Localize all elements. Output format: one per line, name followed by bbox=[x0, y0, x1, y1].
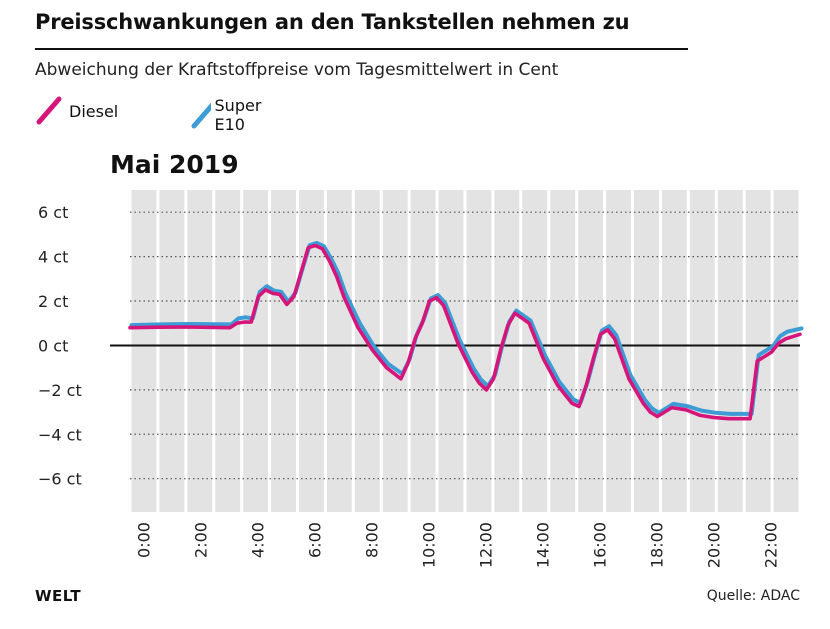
series-line-diesel bbox=[128, 243, 802, 421]
series-lines bbox=[128, 240, 804, 421]
x-axis-labels: 0:00 2:00 4:00 6:00 8:00 10:00 12:00 14:00 16:00… bbox=[134, 522, 780, 568]
hour-band bbox=[661, 190, 687, 512]
hour-bands bbox=[131, 190, 799, 512]
hour-band bbox=[550, 190, 576, 512]
y-tick-label: −2 ct bbox=[38, 381, 82, 400]
hour-band bbox=[159, 190, 185, 512]
y-tick-label: 4 ct bbox=[38, 248, 68, 267]
source-note: Quelle: ADAC bbox=[706, 588, 800, 604]
hour-band bbox=[187, 190, 213, 512]
y-tick-label: 6 ct bbox=[38, 203, 68, 222]
legend-item-super-e10: Super E10 bbox=[190, 96, 271, 134]
x-tick-label: 10:00 bbox=[419, 522, 438, 568]
hour-band bbox=[326, 190, 352, 512]
y-tick-label: −6 ct bbox=[38, 470, 82, 489]
hour-band bbox=[131, 190, 157, 512]
x-tick-label: 14:00 bbox=[533, 522, 552, 568]
hour-band bbox=[773, 190, 799, 512]
x-tick-label: 2:00 bbox=[191, 522, 210, 558]
legend-label-diesel: Diesel bbox=[69, 101, 119, 121]
legend-item-diesel: Diesel bbox=[35, 96, 118, 126]
x-tick-label: 6:00 bbox=[305, 522, 324, 558]
gridlines bbox=[110, 211, 800, 480]
x-tick-label: 4:00 bbox=[248, 522, 267, 558]
x-tick-label: 22:00 bbox=[761, 522, 780, 568]
legend-swatch-super-e10 bbox=[191, 103, 211, 129]
x-tick-label: 18:00 bbox=[647, 522, 666, 568]
hour-band bbox=[215, 190, 241, 512]
hour-band bbox=[271, 190, 296, 512]
hour-band bbox=[578, 190, 604, 512]
hour-band bbox=[689, 190, 715, 512]
title-divider bbox=[35, 48, 688, 50]
brand-logo: WELT bbox=[35, 587, 82, 605]
x-tick-label: 20:00 bbox=[704, 522, 723, 568]
y-tick-label: 0 ct bbox=[38, 336, 68, 355]
hour-band bbox=[299, 190, 324, 512]
legend-swatch-diesel bbox=[36, 96, 62, 125]
legend-label-super-e10: Super E10 bbox=[214, 96, 262, 134]
hour-band bbox=[466, 190, 492, 512]
y-tick-label: −4 ct bbox=[38, 425, 82, 444]
x-tick-label: 8:00 bbox=[362, 522, 381, 558]
hour-band bbox=[243, 190, 269, 512]
hour-band bbox=[382, 190, 408, 512]
chart-title: Mai 2019 bbox=[110, 150, 239, 179]
series-line-super-e10 bbox=[129, 240, 804, 416]
page-subtitle: Abweichung der Kraftstoffpreise vom Tage… bbox=[35, 60, 559, 80]
y-tick-label: 2 ct bbox=[38, 292, 68, 311]
x-tick-label: 12:00 bbox=[476, 522, 495, 568]
hour-band bbox=[717, 190, 743, 512]
page-title: Preisschwankungen an den Tankstellen neh… bbox=[35, 10, 630, 34]
y-axis-labels: 6 ct 4 ct 2 ct 0 ct −2 ct −4 ct −6 ct bbox=[38, 203, 82, 488]
x-tick-label: 16:00 bbox=[590, 522, 609, 568]
hour-band bbox=[494, 190, 520, 512]
hour-band bbox=[410, 190, 436, 512]
x-tick-label: 0:00 bbox=[134, 522, 153, 558]
hour-band bbox=[634, 190, 659, 512]
hour-band bbox=[438, 190, 464, 512]
